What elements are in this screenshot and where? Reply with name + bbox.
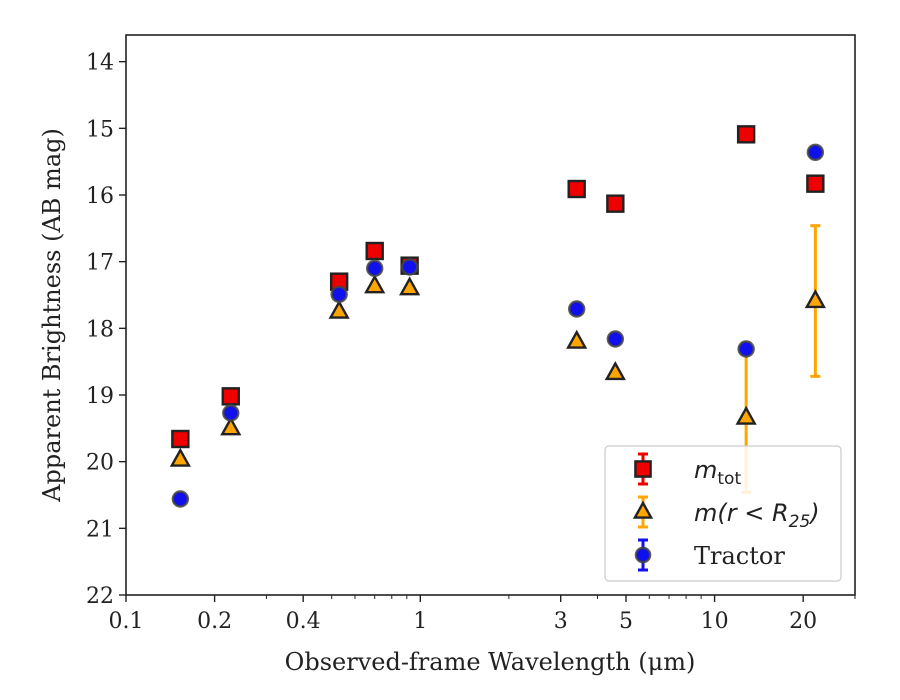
- circle-marker: [171, 490, 190, 508]
- y-tick-label: 14: [86, 51, 114, 76]
- y-tick-label: 18: [86, 317, 114, 342]
- circle-marker: [737, 340, 755, 358]
- legend: mtot m(r < R25) Tractor: [604, 445, 842, 582]
- y-tick-label: 17: [86, 251, 114, 276]
- square-marker: [567, 179, 586, 199]
- circle-marker: [806, 143, 825, 162]
- square-marker: [806, 174, 825, 193]
- square-marker: [171, 429, 190, 449]
- legend-box: [604, 445, 842, 582]
- triangle-marker: [566, 329, 588, 349]
- square-marker: [365, 241, 384, 261]
- legend-entry: m(r < R25): [632, 495, 820, 532]
- x-tick-label: 10: [701, 609, 729, 634]
- triangle-marker: [804, 289, 826, 309]
- circle-marker: [634, 546, 652, 564]
- legend-entry: mtot: [634, 452, 741, 489]
- plot-frame: [125, 34, 856, 596]
- circle-marker: [606, 330, 625, 348]
- x-tick-label: 3: [554, 609, 568, 634]
- triangle-marker: [735, 405, 757, 425]
- y-tick-label: 19: [86, 384, 114, 409]
- circle-marker: [366, 259, 384, 278]
- circle-marker: [222, 404, 240, 422]
- triangle-marker: [604, 361, 626, 381]
- circle-marker: [330, 285, 348, 304]
- y-tick-label: 22: [86, 584, 114, 609]
- x-axis-label: Observed-frame Wavelength (μm): [285, 648, 696, 676]
- legend-label: Tractor: [694, 542, 785, 570]
- series-triangle: [169, 224, 826, 494]
- triangle-marker: [364, 274, 386, 294]
- square-marker: [736, 125, 756, 144]
- triangle-marker: [328, 299, 350, 319]
- x-tick-label: 0.1: [109, 609, 144, 634]
- y-axis-label: Apparent Brightness (AB mag): [38, 128, 66, 503]
- square-marker: [634, 460, 652, 478]
- axes: 0.1 0.2 0.4 1 3 5 10 20 14 15 16 17 18 19 20 21 22: [86, 51, 856, 634]
- y-tick-label: 16: [86, 184, 114, 209]
- y-tick-label: 20: [86, 451, 114, 476]
- triangle-marker: [169, 447, 191, 467]
- y-tick-label: 21: [86, 517, 114, 542]
- triangle-marker: [220, 416, 242, 436]
- legend-label: m(r < R25): [694, 499, 820, 532]
- circle-marker: [568, 300, 586, 318]
- x-tick-label: 0.4: [286, 609, 321, 634]
- circle-marker: [400, 258, 419, 276]
- legend-label: mtot: [694, 456, 741, 489]
- x-tick-label: 1: [413, 609, 427, 634]
- triangle-marker: [399, 276, 421, 296]
- x-tick-label: 5: [619, 609, 633, 634]
- x-tick-label: 20: [789, 609, 817, 634]
- triangle-marker: [632, 500, 654, 519]
- series-square: [171, 125, 825, 449]
- data-marks: [169, 125, 826, 508]
- square-marker: [221, 387, 240, 406]
- y-tick-label: 15: [86, 117, 114, 142]
- series-circle: [171, 143, 825, 508]
- square-marker: [606, 194, 625, 213]
- legend-entry: Tractor: [634, 538, 785, 572]
- x-tick-label: 0.2: [197, 609, 232, 634]
